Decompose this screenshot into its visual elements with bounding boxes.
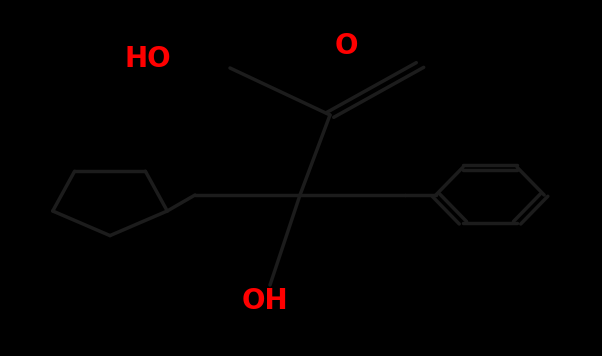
Text: OH: OH <box>241 287 288 315</box>
Text: O: O <box>334 32 358 60</box>
Text: HO: HO <box>125 45 172 73</box>
